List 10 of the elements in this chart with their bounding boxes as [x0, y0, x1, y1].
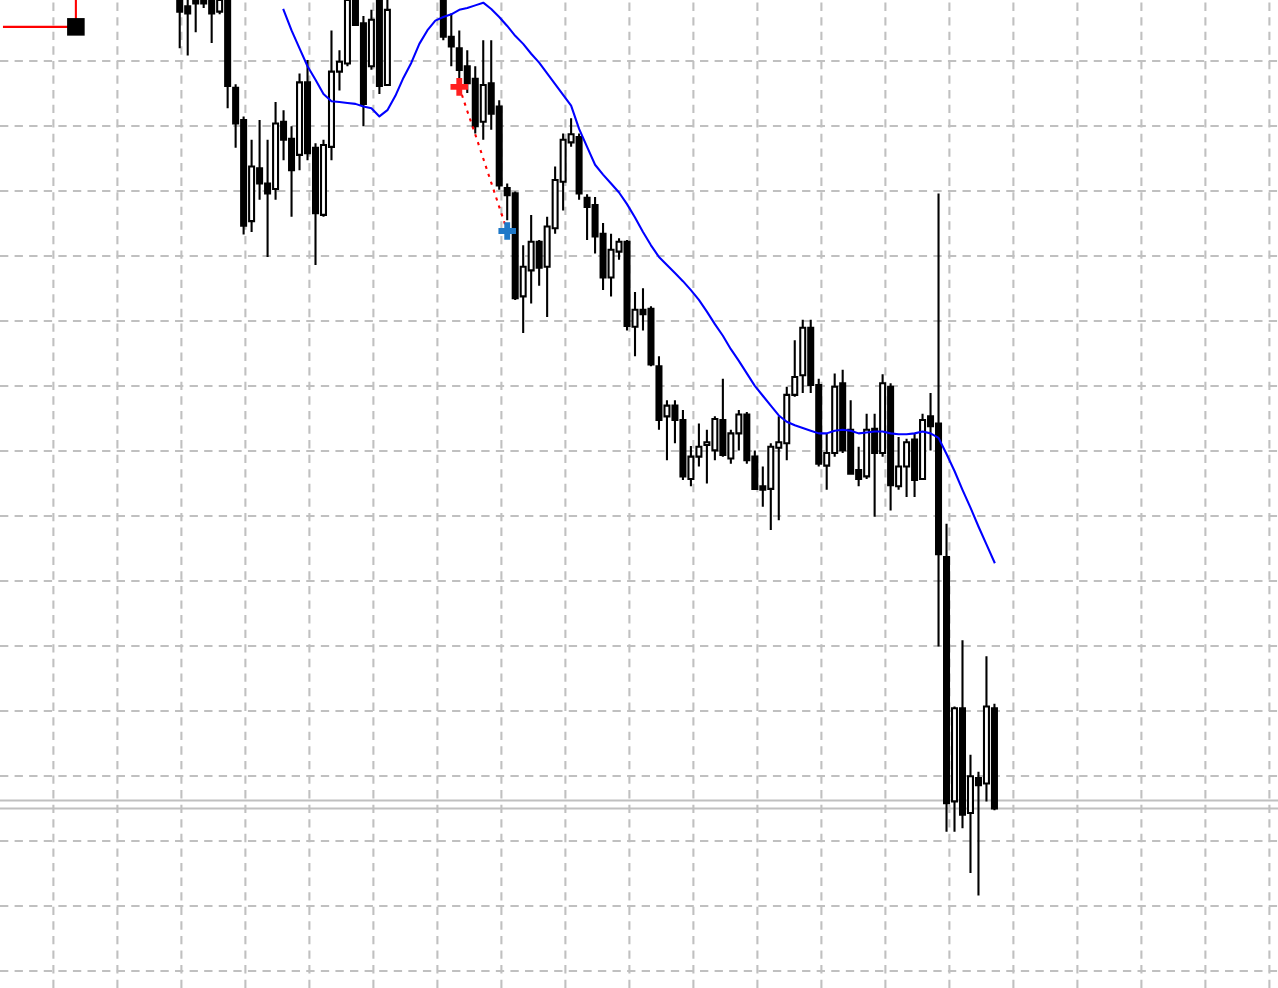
candlestick: [375, 0, 383, 96]
candlestick: [176, 0, 184, 50]
candlestick: [383, 0, 391, 87]
candlestick: [719, 377, 727, 458]
candlestick: [903, 437, 911, 498]
candlestick: [479, 39, 487, 141]
candlestick: [887, 382, 895, 512]
candlestick: [208, 0, 216, 45]
candlestick: [799, 318, 807, 395]
candlestick: [184, 0, 192, 57]
